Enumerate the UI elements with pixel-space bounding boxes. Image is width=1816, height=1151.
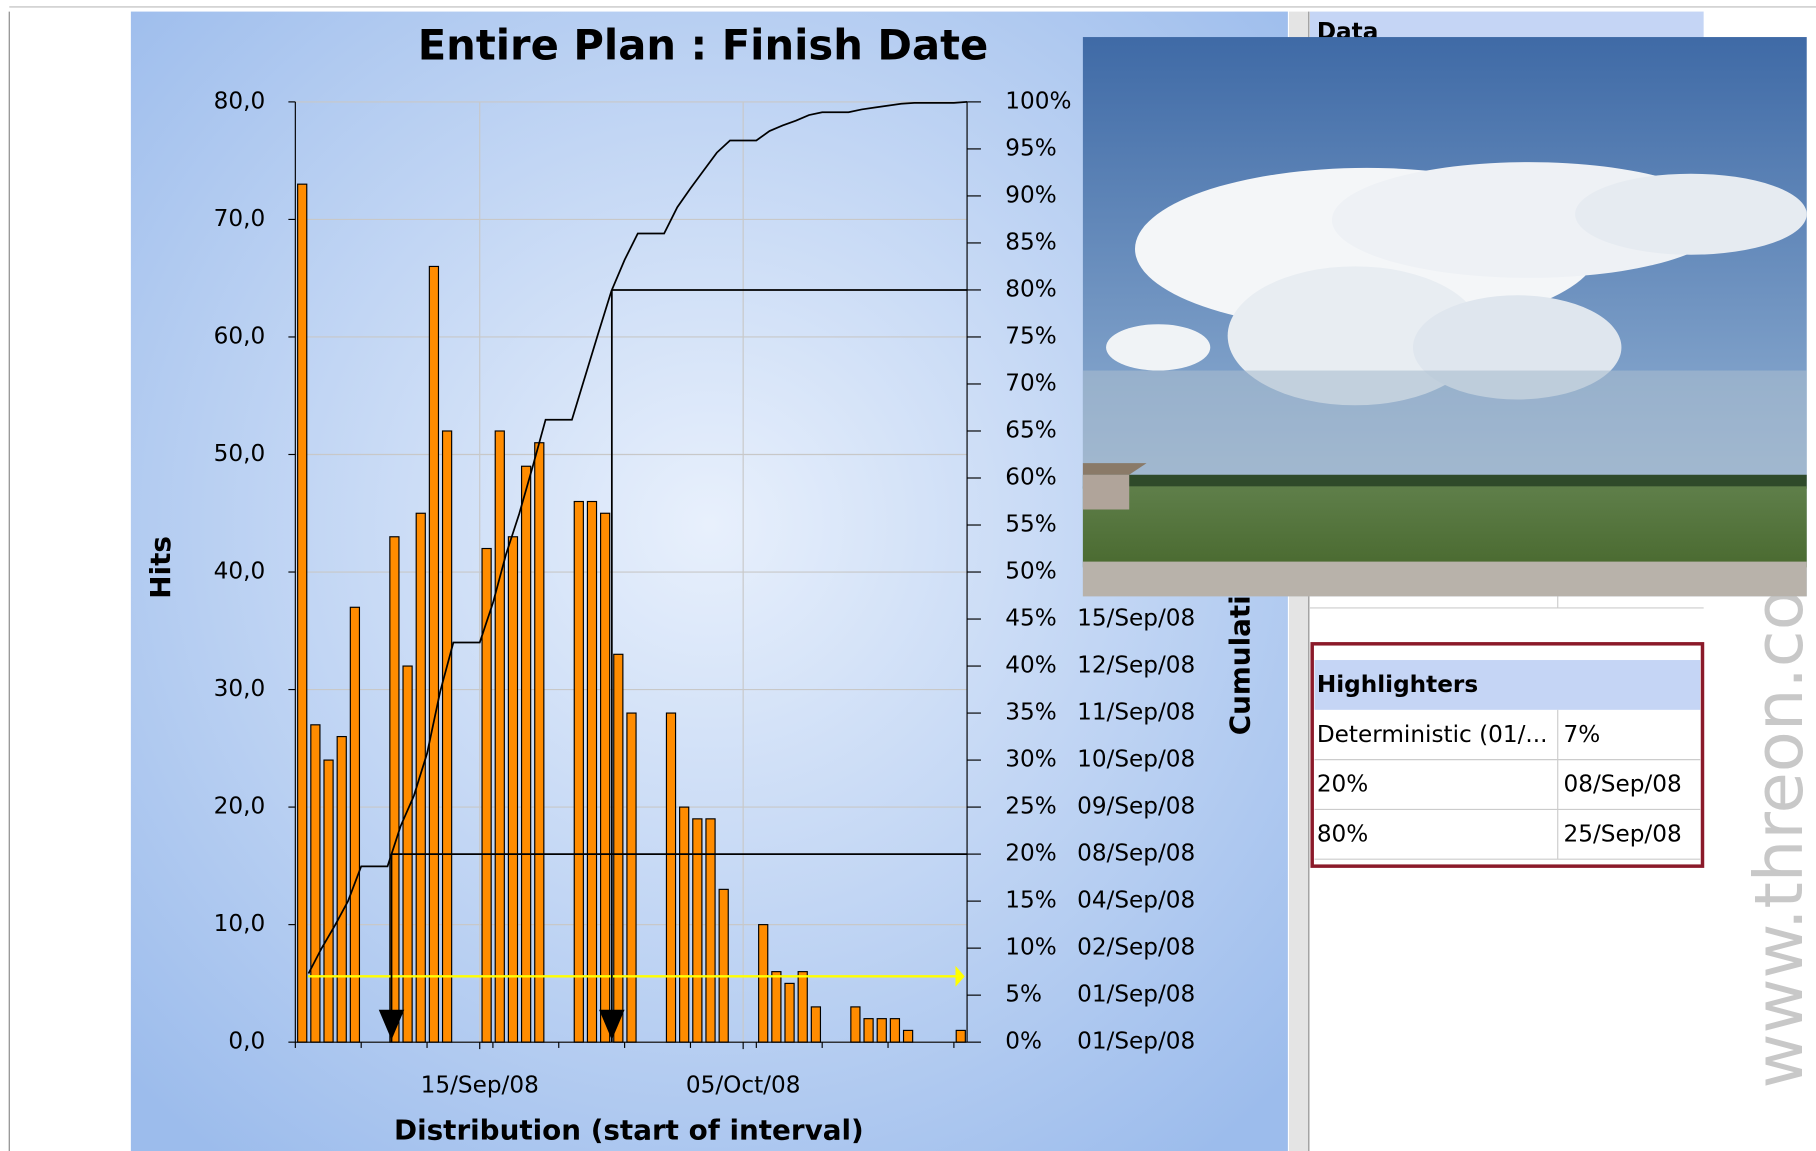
- bar: [679, 806, 690, 1043]
- table-cell: Deterministic (01/...: [1317, 722, 1548, 748]
- y2-tick-date: 01/Sep/08: [1077, 1029, 1195, 1055]
- y2-tick-label: 55%: [1005, 512, 1056, 538]
- plot: 0,0 10,0 20,0 30,0 40,0 50,0 60,0 70,0 80,0 15/Se…: [214, 88, 1196, 1098]
- y2-tick-date: 09/Sep/08: [1077, 794, 1195, 820]
- y2-tick-label: 25%: [1005, 794, 1056, 820]
- bar: [336, 735, 347, 1043]
- y2-tick-label: 50%: [1005, 559, 1056, 585]
- bar: [323, 759, 334, 1043]
- x-axis-label: Distribution (start of interval): [394, 1113, 864, 1146]
- percentile-marker: [599, 1009, 625, 1040]
- bar: [889, 1018, 901, 1043]
- y2-tick-date: 15/Sep/08: [1077, 606, 1195, 632]
- bar: [810, 1006, 822, 1043]
- y2-tick-date: 10/Sep/08: [1077, 747, 1195, 773]
- bar: [494, 430, 505, 1043]
- y2-tick-label: 5%: [1005, 982, 1042, 1008]
- highlighters-table: Highlighters Deterministic (01/... 7% 20% 0…: [1310, 642, 1705, 868]
- y2-tick-label: 85%: [1005, 229, 1056, 255]
- y2-tick-label: 95%: [1005, 135, 1056, 161]
- bar: [718, 888, 729, 1043]
- y-tick-label: 10,0: [214, 911, 266, 937]
- bar: [534, 442, 545, 1043]
- bar: [692, 818, 703, 1043]
- bar: [850, 1006, 861, 1043]
- bar: [863, 1018, 874, 1043]
- bar: [626, 712, 637, 1043]
- y2-tick-label: 45%: [1005, 606, 1056, 632]
- table-title: Highlighters: [1317, 672, 1478, 698]
- y2-tick-label: 60%: [1005, 465, 1056, 491]
- bar: [507, 536, 519, 1043]
- bar: [705, 818, 716, 1043]
- chart-title: Entire Plan : Finish Date: [418, 21, 989, 70]
- y2-tick-date: 04/Sep/08: [1077, 888, 1195, 914]
- y2-tick-label: 90%: [1005, 182, 1056, 208]
- bar: [771, 971, 782, 1043]
- y2-tick-label: 10%: [1005, 935, 1056, 961]
- y2-tick-date: 11/Sep/08: [1077, 700, 1195, 726]
- bar: [784, 982, 795, 1043]
- bar: [415, 512, 426, 1043]
- y-tick-label: 20,0: [214, 794, 266, 820]
- bar: [600, 512, 611, 1043]
- y2-tick-date: 08/Sep/08: [1077, 841, 1195, 867]
- table-header: [1314, 660, 1701, 710]
- bar: [665, 712, 677, 1043]
- bar: [758, 924, 769, 1043]
- photo: [1082, 37, 1807, 597]
- y2-tick-label: 15%: [1005, 888, 1056, 914]
- bar: [797, 971, 808, 1043]
- y-axis-label: Hits: [144, 536, 177, 599]
- cumulative-line: [307, 101, 968, 974]
- bar: [573, 500, 584, 1043]
- y2-axis-label: Cumulati: [1224, 595, 1257, 735]
- y2-tick-label: 70%: [1005, 370, 1056, 396]
- y2-tick-label: 30%: [1005, 747, 1056, 773]
- y2-tick-date: 02/Sep/08: [1077, 935, 1195, 961]
- y2-tick-label: 35%: [1005, 700, 1056, 726]
- y2-tick-label: 40%: [1005, 653, 1056, 679]
- watermark: www.threon.co: [1740, 589, 1816, 1088]
- bar: [441, 430, 453, 1043]
- table-cell: 25/Sep/08: [1564, 821, 1682, 847]
- y-tick-label: 0,0: [228, 1029, 265, 1055]
- x-tick-label: 05/Oct/08: [686, 1073, 801, 1099]
- x-tick-label: 15/Sep/08: [421, 1073, 539, 1099]
- y2-tick-date: 12/Sep/08: [1077, 653, 1195, 679]
- bar: [876, 1018, 887, 1043]
- bar: [955, 1029, 966, 1043]
- y2-tick-label: 65%: [1005, 417, 1056, 443]
- percentile-marker: [378, 1009, 405, 1040]
- table-cell: 20%: [1317, 772, 1368, 798]
- arrow-head: [955, 965, 965, 987]
- bar: [613, 653, 624, 1043]
- y2-tick-date: 01/Sep/08: [1077, 982, 1195, 1008]
- y2-tick-label: 80%: [1005, 276, 1056, 302]
- table-cell: 7%: [1564, 722, 1601, 748]
- bar: [428, 265, 440, 1043]
- y2-tick-label: 0%: [1005, 1029, 1042, 1055]
- bar: [297, 183, 308, 1043]
- y2-tick-label: 100%: [1005, 88, 1071, 114]
- y-tick-label: 60,0: [214, 323, 266, 349]
- table-cell: 80%: [1317, 821, 1368, 847]
- table-cell: 08/Sep/08: [1564, 772, 1682, 798]
- y-tick-label: 50,0: [214, 441, 266, 467]
- y-tick-label: 40,0: [214, 559, 266, 585]
- y-tick-label: 70,0: [214, 206, 266, 232]
- y-tick-label: 80,0: [214, 88, 266, 114]
- bar: [310, 724, 321, 1043]
- bar: [520, 465, 532, 1043]
- bar: [902, 1029, 914, 1043]
- y2-tick-label: 20%: [1005, 841, 1056, 867]
- y-tick-label: 30,0: [214, 676, 266, 702]
- bar: [586, 500, 598, 1043]
- y2-tick-label: 75%: [1005, 323, 1056, 349]
